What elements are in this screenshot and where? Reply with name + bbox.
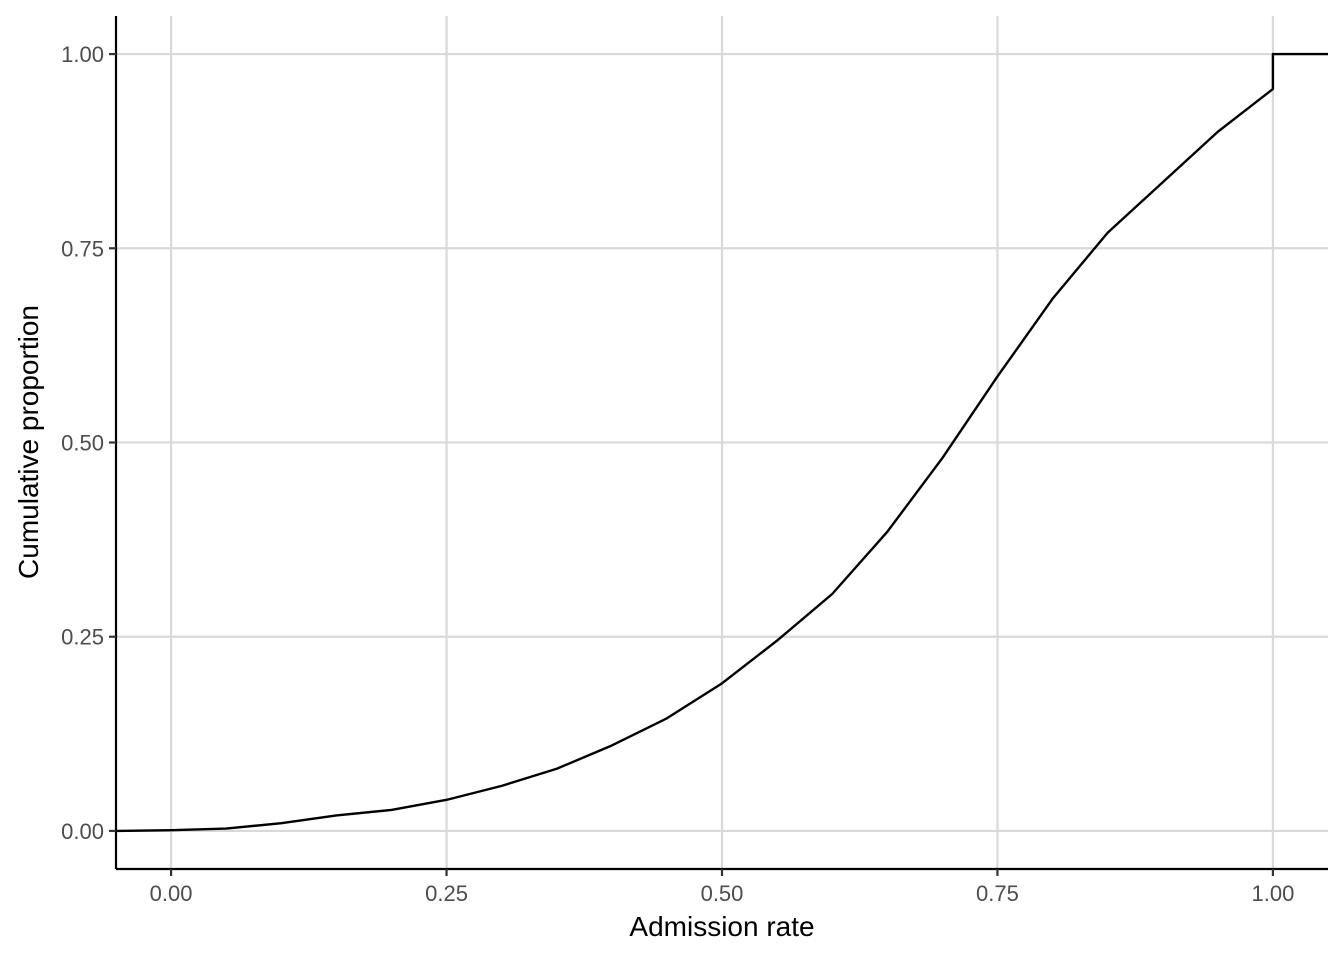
grid-layer bbox=[116, 16, 1328, 869]
x-tick-label: 0.75 bbox=[976, 881, 1019, 906]
y-tick-label: 0.25 bbox=[61, 625, 104, 650]
series-layer bbox=[115, 52, 1328, 833]
x-tick-label: 0.00 bbox=[150, 881, 193, 906]
y-tick-label: 0.00 bbox=[61, 819, 104, 844]
ecdf-series-line bbox=[115, 52, 1328, 833]
y-tick-label: 0.50 bbox=[61, 431, 104, 456]
x-tick-label: 0.50 bbox=[701, 881, 744, 906]
x-tick-label: 0.25 bbox=[425, 881, 468, 906]
y-tick-label: 1.00 bbox=[61, 42, 104, 67]
y-tick-label: 0.75 bbox=[61, 236, 104, 261]
x-axis-title: Admission rate bbox=[629, 911, 814, 942]
tick-layer: 0.00 0.25 0.50 0.75 1.00 0.00 0.25 0.50 0.75 1.00 bbox=[61, 42, 1294, 906]
y-axis-title: Cumulative proportion bbox=[13, 305, 44, 579]
x-tick-label: 1.00 bbox=[1251, 881, 1294, 906]
